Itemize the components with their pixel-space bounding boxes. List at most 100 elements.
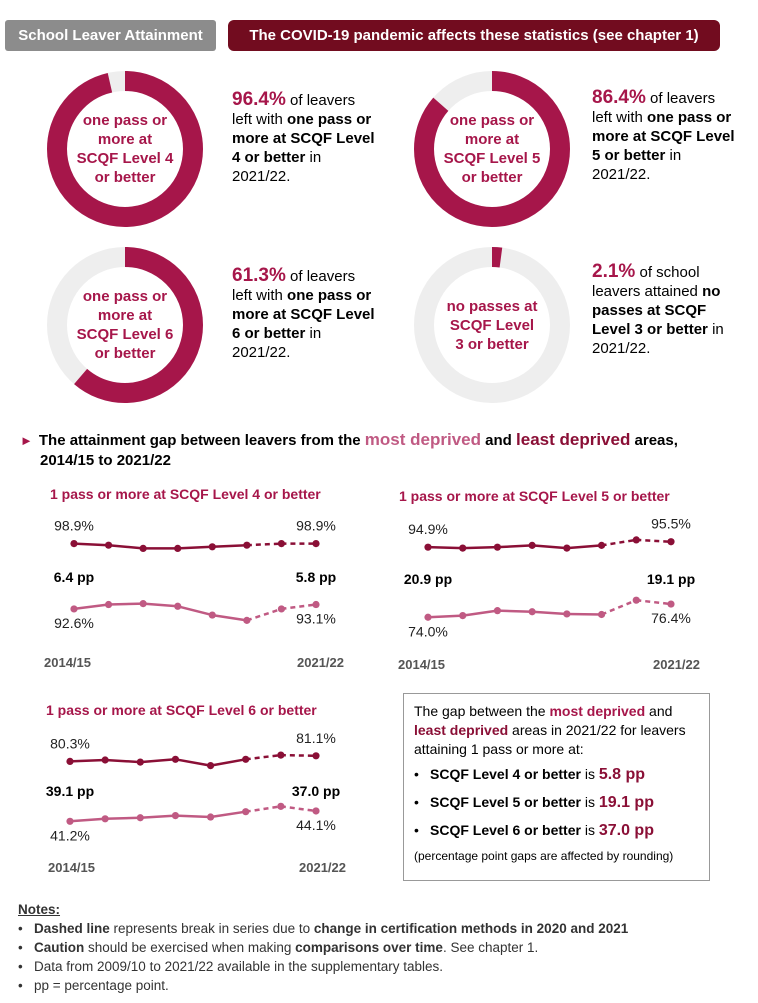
data-point: [632, 596, 640, 604]
start-value-label: 94.9%: [408, 521, 448, 537]
gap-footnote: (percentage point gaps are affected by r…: [414, 849, 674, 863]
series-line-segment: [175, 814, 211, 819]
series-line-segment: [210, 758, 246, 767]
data-point: [66, 817, 74, 825]
data-point: [208, 611, 216, 619]
start-value-label: 92.6%: [54, 615, 94, 631]
data-point: [101, 756, 109, 764]
series-line-segment: [532, 544, 567, 550]
series-line-segment: [427, 614, 463, 619]
series-line-segment: [73, 542, 109, 547]
series-line-segment: [566, 544, 602, 550]
stat-level4: 96.4% of leavers left with one pass or m…: [232, 90, 377, 186]
series-line-segment: [108, 602, 144, 606]
note-bold: Dashed line: [34, 921, 110, 936]
data-point: [139, 544, 147, 552]
x-end-label: 2021/22: [297, 655, 344, 670]
series-line-segment: [497, 544, 533, 549]
note-bold: Caution: [34, 940, 85, 955]
x-end-label: 2021/22: [299, 860, 346, 875]
stat-line2: left with: [592, 109, 648, 126]
data-point: [667, 538, 675, 546]
data-point: [171, 812, 180, 820]
data-point: [171, 755, 180, 763]
data-point: [667, 600, 675, 608]
gap-start-label: 20.9 pp: [404, 571, 452, 587]
end-value-label: 44.1%: [296, 817, 336, 833]
gap-end-label: 19.1 pp: [647, 571, 695, 587]
covid-warning-badge: The COVID-19 pandemic affects these stat…: [228, 20, 720, 51]
bullet: •: [18, 940, 23, 955]
heading-least-deprived: least deprived: [516, 430, 631, 449]
stat-after: of leavers: [650, 90, 716, 107]
heading-and: and: [485, 432, 512, 449]
stat-percent: 2.1%: [592, 261, 636, 282]
series-line-segment: [636, 538, 672, 543]
donut-chart: [414, 71, 570, 227]
end-value-label: 93.1%: [296, 611, 336, 627]
series-line-segment: [636, 598, 672, 606]
data-point: [493, 607, 502, 615]
start-value-label: 98.9%: [54, 518, 94, 534]
note-text: should be exercised when making: [84, 940, 296, 955]
data-point: [101, 815, 109, 823]
series-line-segment: [245, 753, 282, 761]
data-point: [174, 544, 182, 552]
data-point: [528, 608, 536, 616]
data-point: [493, 543, 502, 551]
notes-title: Notes:: [18, 902, 61, 917]
data-point: [243, 541, 251, 549]
donut-label: one pass or more at SCQF Level 6 or bett…: [76, 288, 174, 362]
data-point: [632, 536, 640, 544]
stat-percent: 86.4%: [592, 87, 646, 108]
stat-level6: 61.3% of leavers left with one pass or m…: [232, 266, 377, 362]
stat-after: of leavers: [290, 92, 356, 109]
series-line-segment: [177, 605, 213, 617]
data-point: [563, 610, 571, 618]
attainment-gap-heading: ► The attainment gap between leavers from…: [20, 430, 740, 471]
series-line-segment: [532, 610, 567, 616]
arrow-icon: ►: [20, 433, 33, 448]
donut-level5: one pass or more at SCQF Level 5 or bett…: [413, 70, 571, 228]
data-point: [139, 600, 147, 608]
data-point: [312, 600, 320, 609]
data-point: [206, 762, 215, 770]
series-line-segment: [601, 538, 637, 547]
series-line-segment: [105, 758, 141, 764]
stat-tail: in 2021/22.: [592, 321, 724, 357]
series-line-segment: [497, 609, 533, 613]
data-point: [136, 758, 144, 766]
gap-item-is: is: [580, 822, 599, 838]
data-point: [242, 755, 250, 763]
chart-title: 1 pass or more at SCQF Level 4 or better: [50, 486, 321, 502]
note-item: • Caution should be exercised when making…: [18, 938, 748, 957]
series-line-segment: [246, 542, 282, 547]
data-point: [208, 543, 216, 551]
stat-bold: no passes at SCQF Level 3 or better: [592, 283, 721, 338]
stat-percent: 96.4%: [232, 89, 286, 110]
data-point: [206, 813, 215, 821]
line-chart-level5: 94.9% 95.5% 74.0% 76.4% 20.9 pp 19.1 pp 2014/1…: [398, 516, 700, 672]
gap-item-label: SCQF Level 4 or better: [430, 766, 581, 782]
series-line-segment: [246, 607, 282, 622]
series-line-segment: [140, 758, 176, 764]
stat-bold: one pass or more at SCQF Level 4 or bett…: [232, 111, 375, 166]
line-chart-level6: 80.3% 81.1% 41.2% 44.1% 39.1 pp 37.0 pp 2014/1…: [46, 730, 346, 875]
gap-start-label: 39.1 pp: [46, 783, 94, 799]
gap-most-deprived: most deprived: [549, 703, 646, 719]
gap-intro: The gap between the most deprived and le…: [414, 702, 699, 759]
x-end-label: 2021/22: [653, 657, 700, 672]
series-line-segment: [280, 753, 317, 758]
data-point: [70, 540, 78, 548]
start-value-label: 80.3%: [50, 735, 90, 751]
donut-no-passes: no passes at SCQF Level 3 or better: [413, 246, 571, 404]
stat-after: of school leavers attained: [592, 264, 700, 300]
gap-and: and: [645, 703, 673, 719]
start-value-label: 74.0%: [408, 623, 448, 639]
donut-chart: [47, 247, 203, 403]
section-badge: School Leaver Attainment: [5, 20, 216, 51]
data-point: [424, 543, 432, 551]
chart-title: 1 pass or more at SCQF Level 6 or better: [46, 702, 317, 718]
gap-intro-text: The gap between the: [414, 703, 550, 719]
series-line-segment: [601, 599, 637, 616]
